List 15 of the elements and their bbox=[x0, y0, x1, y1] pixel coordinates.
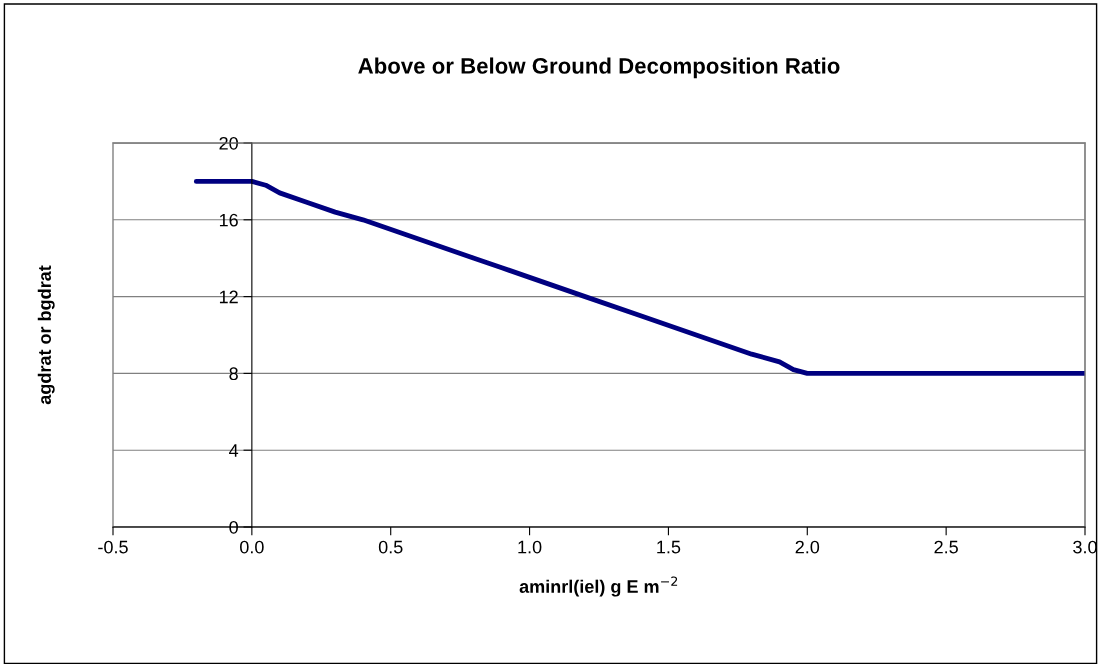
x-axis-title: aminrl(iel) g E m$^{−2}$ bbox=[519, 576, 678, 597]
y-tick-label: 12 bbox=[219, 290, 238, 304]
x-tick-label: -0.5 bbox=[98, 540, 128, 554]
x-tick-label: 0.5 bbox=[378, 540, 403, 554]
x-tick-label: 2.0 bbox=[795, 540, 820, 554]
y-axis-title: agdrat or bgdrat bbox=[37, 265, 55, 405]
chart-title: Above or Below Ground Decomposition Ratio bbox=[358, 57, 840, 79]
y-tick-label: 4 bbox=[229, 444, 239, 457]
y-tick-label: 16 bbox=[219, 213, 238, 227]
x-tick-label: 2.5 bbox=[934, 540, 958, 554]
x-tick-label: 1.0 bbox=[518, 540, 542, 554]
y-tick-label: 8 bbox=[229, 367, 238, 381]
x-tick-label: 0.0 bbox=[240, 540, 264, 554]
y-tick-label: 20 bbox=[219, 136, 238, 150]
x-tick-label: 1.5 bbox=[657, 540, 681, 554]
